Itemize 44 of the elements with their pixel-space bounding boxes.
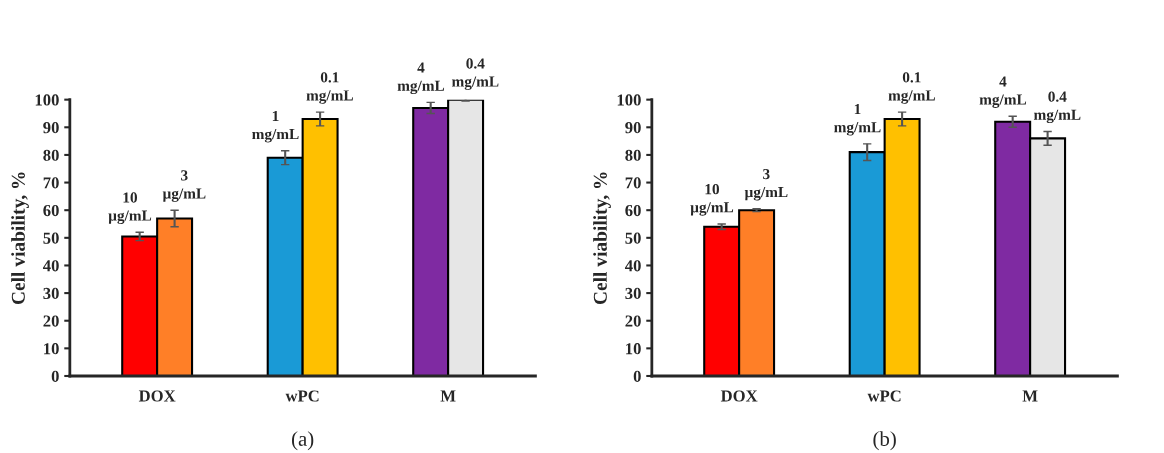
y-tick-label: 60 xyxy=(625,204,641,217)
y-tick-label: 20 xyxy=(43,315,59,327)
annotation: 4 mg/mL xyxy=(979,76,1027,108)
y-tick-label: 100 xyxy=(617,94,641,106)
y-tick-label: 20 xyxy=(625,315,641,327)
annotation: 3 µg/mL xyxy=(162,170,206,202)
text: (a) xyxy=(291,431,314,451)
y-tick-label: 70 xyxy=(43,177,59,189)
annotation: 1 mg/mL xyxy=(834,103,881,136)
annotation: 0.4 mg/mL xyxy=(451,58,499,90)
annotation: 1 mg/mL xyxy=(252,110,299,143)
y-tick-label: 40 xyxy=(42,260,59,272)
y-tick-label: 80 xyxy=(625,149,641,161)
x-tick-label: M xyxy=(440,390,456,402)
annotation: 0.4 mg/mL xyxy=(1033,91,1081,124)
y-tick-label: 0 xyxy=(633,370,641,382)
y-tick-label: 50 xyxy=(43,232,59,244)
annotation: 4 mg/mL xyxy=(397,62,445,95)
annotation: 3 µg/mL xyxy=(744,168,788,201)
annotation: 0.1 mg/mL xyxy=(888,72,935,104)
y-tick-label: 10 xyxy=(44,343,59,355)
y-tick-label: 70 xyxy=(625,177,641,189)
y-tick-label: 30 xyxy=(43,287,59,300)
y-tick-label: 0 xyxy=(51,370,59,382)
y-axis-title: Cell viability, % xyxy=(11,172,29,305)
x-tick-label: M xyxy=(1022,390,1038,402)
y-tick-label: 90 xyxy=(625,121,641,134)
y-tick-label: 30 xyxy=(625,287,641,300)
x-tick-label: wPC xyxy=(285,390,319,402)
y-axis-title: Cell viability, % xyxy=(593,172,611,305)
x-tick-label: wPC xyxy=(867,390,901,402)
y-tick-label: 40 xyxy=(624,260,641,272)
y-tick-label: 100 xyxy=(35,94,59,106)
text: (b) xyxy=(873,431,896,451)
x-tick-label: DOX xyxy=(138,390,176,402)
annotation: 0.1 mg/mL xyxy=(306,72,353,104)
y-tick-label: 50 xyxy=(625,232,641,244)
y-tick-label: 80 xyxy=(43,149,59,161)
y-tick-label: 90 xyxy=(43,121,59,134)
y-tick-label: 60 xyxy=(43,204,59,217)
y-tick-label: 10 xyxy=(626,343,641,355)
annotation: 10 µg/mL xyxy=(690,184,734,216)
x-tick-label: DOX xyxy=(720,390,758,402)
annotation: 10 µg/mL xyxy=(108,192,152,224)
